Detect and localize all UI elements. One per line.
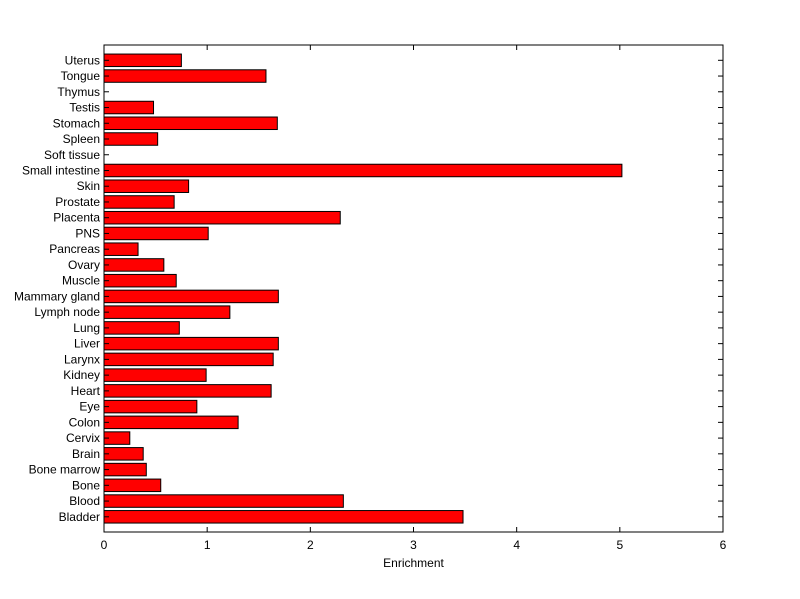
y-tick-label: Bone xyxy=(72,478,100,492)
y-tick-label: Pancreas xyxy=(49,242,100,256)
y-tick-label: Eye xyxy=(79,400,100,414)
x-tick-label: 0 xyxy=(101,538,108,552)
bar-stomach xyxy=(103,116,278,131)
y-tick-label: Kidney xyxy=(63,368,100,382)
bar-heart xyxy=(103,384,272,398)
bar-uterus xyxy=(103,53,182,68)
y-tick-label: Soft tissue xyxy=(44,148,100,162)
y-tick-label: Blood xyxy=(69,494,100,508)
bar-pancreas xyxy=(103,242,139,256)
y-tick-label: Lymph node xyxy=(34,305,100,319)
x-tick-label: 2 xyxy=(307,538,314,552)
x-tick-label: 1 xyxy=(204,538,211,552)
bar-bone-marrow xyxy=(103,462,147,477)
bar-tongue xyxy=(103,69,267,83)
y-tick-label: Brain xyxy=(72,447,100,461)
bar-bladder xyxy=(103,510,464,524)
x-axis-label: Enrichment xyxy=(383,556,444,570)
bar-pns xyxy=(103,226,209,241)
bar-kidney xyxy=(103,368,207,382)
bar-blood xyxy=(103,494,344,508)
y-tick-label: Heart xyxy=(71,384,101,398)
y-tick-label: Cervix xyxy=(66,431,100,445)
x-tick-label: 3 xyxy=(410,538,417,552)
bar-spleen xyxy=(103,132,159,146)
bar-bone xyxy=(103,478,162,493)
y-tick-label: Skin xyxy=(77,179,100,193)
bar-ovary xyxy=(103,258,165,272)
bar-eye xyxy=(103,399,198,414)
y-tick-label: Bladder xyxy=(59,510,100,524)
bar-liver xyxy=(103,336,279,351)
bar-lung xyxy=(103,321,180,335)
y-tick-label: Spleen xyxy=(63,132,100,146)
bar-skin xyxy=(103,179,190,193)
y-tick-label: Tongue xyxy=(61,69,101,83)
x-tick-label: 4 xyxy=(513,538,520,552)
x-tick-label: 6 xyxy=(720,538,727,552)
bar-lymph-node xyxy=(103,305,231,319)
y-tick-label: Prostate xyxy=(55,195,100,209)
bar-prostate xyxy=(103,195,175,209)
y-tick-label: Placenta xyxy=(53,211,100,225)
y-tick-label: Thymus xyxy=(57,85,100,99)
x-tick-label: 5 xyxy=(616,538,623,552)
y-tick-label: PNS xyxy=(75,226,100,240)
bar-muscle xyxy=(103,273,177,288)
bar-testis xyxy=(103,100,155,115)
y-tick-label: Uterus xyxy=(65,53,100,67)
bar-brain xyxy=(103,447,144,461)
bar-small-intestine xyxy=(103,163,623,178)
x-axis: 0 1 2 3 4 5 6 xyxy=(101,45,727,552)
y-tick-label: Ovary xyxy=(68,258,100,272)
bar-larynx xyxy=(103,352,274,367)
y-tick-label: Larynx xyxy=(64,352,100,366)
y-tick-label: Testis xyxy=(69,101,100,115)
y-tick-label: Stomach xyxy=(53,116,100,130)
y-tick-label: Mammary gland xyxy=(14,289,100,303)
bars-group xyxy=(103,53,623,524)
y-tick-label: Colon xyxy=(69,415,100,429)
bar-colon xyxy=(103,415,239,430)
y-tick-label: Liver xyxy=(74,337,100,351)
y-tick-label: Muscle xyxy=(62,274,100,288)
y-tick-label: Bone marrow xyxy=(29,463,101,477)
bar-mammary-gland xyxy=(103,289,279,304)
y-tick-label: Small intestine xyxy=(22,163,100,177)
bar-placenta xyxy=(103,210,341,225)
y-tick-label: Lung xyxy=(73,321,100,335)
